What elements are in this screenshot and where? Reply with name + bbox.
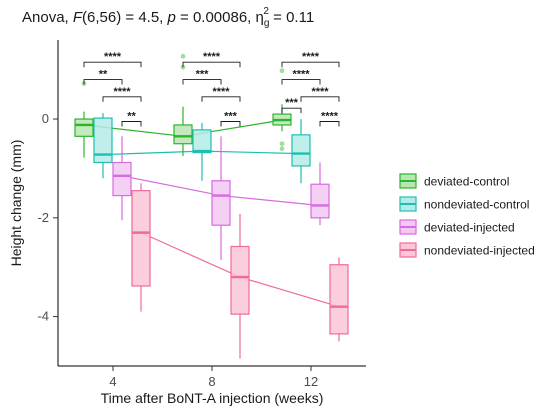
sig-bracket-line	[300, 96, 340, 102]
sig-bracket: ****	[182, 51, 241, 68]
sig-bracket-line	[182, 79, 222, 85]
sig-bracket: ***	[182, 69, 222, 85]
sig-label: ****	[302, 51, 320, 63]
box-body	[310, 183, 330, 219]
title-eta-value: = 0.11	[269, 9, 314, 26]
sig-bracket-line	[83, 61, 142, 68]
box-body	[74, 118, 94, 137]
sig-label: ***	[224, 111, 238, 123]
box-deviated-control-8	[173, 53, 193, 157]
sig-label: ****	[113, 86, 131, 98]
y-tick-label: -2	[37, 210, 49, 225]
sig-bracket-line	[121, 121, 142, 127]
title-p-symbol: p	[167, 9, 176, 26]
sig-label: ****	[311, 86, 329, 98]
box-body	[230, 245, 250, 315]
box-body	[93, 117, 113, 164]
box-group	[74, 53, 349, 359]
title-eta-subscript: g	[264, 18, 270, 29]
box-nondeviated-control-4	[93, 113, 113, 179]
sig-bracket-line	[201, 96, 241, 102]
sig-label: **	[99, 69, 108, 81]
chart-title: Anova, F(6,56) = 4.5, p = 0.00086, ηg2 =…	[22, 6, 314, 29]
x-axis-ticks: 4 8 12	[109, 366, 318, 389]
title-prefix: Anova,	[22, 9, 73, 26]
box-deviated-injected-12	[310, 162, 330, 226]
outlier-point	[279, 146, 285, 152]
legend-item-deviated-control: deviated-control	[399, 173, 509, 189]
legend-item-nondeviated-injected: nondeviated-injected	[399, 242, 535, 258]
box-body	[131, 190, 151, 287]
sig-bracket-line	[281, 79, 321, 85]
box-body	[291, 134, 311, 167]
sig-bracket-line	[220, 121, 241, 127]
box-nondeviated-injected-8	[230, 213, 250, 359]
title-p-value: = 0.00086,	[176, 9, 256, 26]
sig-bracket: ****	[281, 51, 340, 68]
box-nondeviated-injected-4	[131, 183, 151, 312]
box-nondeviated-injected-12	[329, 257, 349, 342]
sig-label: ****	[212, 86, 230, 98]
sig-bracket: ****	[83, 51, 142, 68]
sig-label: ****	[292, 69, 310, 81]
sig-bracket-line	[319, 121, 340, 127]
box-nondeviated-control-8	[192, 122, 212, 181]
sig-bracket: **	[121, 111, 142, 127]
box-deviated-injected-8	[211, 136, 231, 260]
sig-bracket-line	[281, 107, 302, 114]
sig-bracket: ****	[281, 69, 321, 85]
box-deviated-injected-4	[112, 136, 132, 221]
legend-label: deviated-control	[424, 175, 509, 189]
sig-bracket: **	[83, 69, 123, 85]
legend-item-nondeviated-control: nondeviated-control	[399, 196, 529, 212]
sig-bracket: ****	[201, 86, 241, 102]
x-tick-label: 12	[304, 374, 318, 389]
sig-bracket: ****	[319, 111, 340, 127]
box-deviated-control-12	[272, 68, 292, 152]
legend-label: nondeviated-control	[424, 198, 529, 212]
sig-label: ****	[203, 51, 221, 63]
sig-bracket: ***	[220, 111, 241, 127]
y-tick-label: 0	[42, 111, 49, 126]
legend-label: deviated-injected	[424, 221, 515, 235]
x-axis-title: Time after BoNT-A injection (weeks)	[101, 390, 324, 406]
sig-bracket: ****	[300, 86, 340, 102]
outlier-point	[279, 141, 285, 147]
sig-label: ****	[104, 51, 122, 63]
y-axis-ticks: 0 -2 -4	[37, 111, 58, 324]
sig-label: ****	[321, 111, 339, 123]
box-body	[192, 129, 212, 154]
box-body	[112, 161, 132, 197]
sig-bracket: ***	[281, 97, 302, 114]
sig-bracket-line	[102, 96, 142, 102]
legend-item-deviated-injected: deviated-injected	[399, 219, 515, 235]
y-tick-label: -4	[37, 309, 49, 324]
box-body	[211, 180, 231, 226]
box-body	[173, 124, 193, 145]
sig-label: ***	[285, 97, 299, 109]
title-f-args: (6,56) = 4.5,	[82, 9, 167, 26]
box-body	[329, 264, 349, 335]
outlier-point	[180, 53, 186, 59]
title-f-symbol: F	[73, 9, 83, 26]
x-tick-label: 4	[109, 374, 116, 389]
x-tick-label: 8	[208, 374, 215, 389]
significance-brackets: ****************************************…	[83, 51, 340, 127]
title-eta-symbol: η	[256, 9, 264, 26]
sig-bracket: ****	[102, 86, 142, 102]
sig-bracket-line	[182, 61, 241, 68]
legend: deviated-control nondeviated-control devia…	[399, 173, 535, 258]
outlier-point	[279, 68, 285, 74]
sig-bracket-line	[83, 79, 123, 85]
box-deviated-control-4	[74, 81, 94, 158]
y-axis-title: Height change (mm)	[8, 140, 24, 267]
sig-label: ***	[196, 69, 210, 81]
legend-label: nondeviated-injected	[424, 244, 535, 258]
title-eta-superscript: 2	[263, 6, 269, 17]
sig-bracket-line	[281, 61, 340, 68]
box-nondeviated-control-12	[291, 119, 311, 184]
sig-label: **	[127, 111, 136, 123]
